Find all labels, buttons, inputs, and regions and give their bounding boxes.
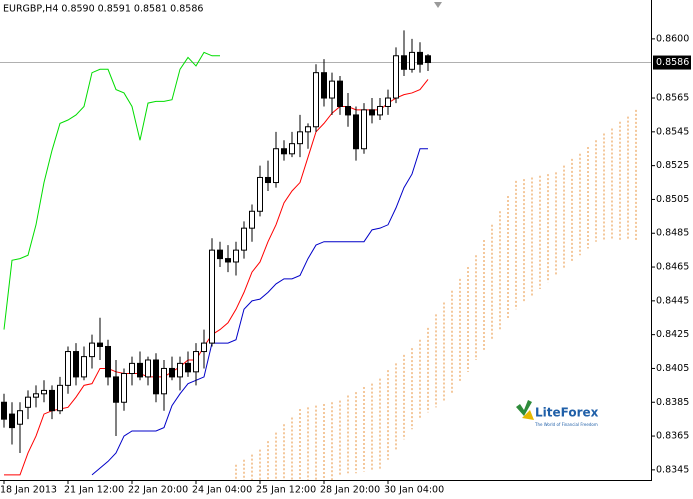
y-tick-label: 0.8485: [656, 228, 689, 239]
candle-body: [129, 362, 135, 375]
candle-body: [65, 351, 71, 386]
x-tick-label: 18 Jan 2013: [0, 485, 57, 496]
candle-body: [337, 80, 343, 107]
x-tick-label: 21 Jan 12:00: [64, 485, 124, 496]
indicator-line: [91, 148, 428, 476]
candle-body: [25, 396, 31, 408]
y-tick-label: 0.8385: [656, 397, 689, 408]
candle-body: [209, 249, 215, 344]
candle-body: [297, 131, 303, 145]
candle-body: [361, 109, 367, 150]
x-tick-label: 22 Jan 20:00: [128, 485, 188, 496]
candle-body: [97, 342, 103, 347]
candle-body: [73, 351, 79, 378]
candle-body: [113, 376, 119, 403]
current-price-box: [653, 55, 691, 70]
candle-body: [417, 51, 423, 65]
candle-body: [249, 210, 255, 229]
indicator-line: [4, 79, 429, 476]
candle-body: [257, 176, 263, 212]
candle-body: [161, 367, 167, 395]
candle-body: [89, 342, 95, 358]
candle-body: [41, 389, 47, 395]
indicator-line: [3, 51, 220, 330]
candle-body: [225, 258, 231, 263]
candle-body: [145, 359, 151, 378]
candle-body: [305, 126, 311, 133]
candle-body: [345, 105, 351, 116]
candle-body: [281, 148, 287, 155]
candle-body: [169, 367, 175, 378]
candle-body: [201, 342, 207, 353]
y-tick-label: 0.8545: [656, 126, 689, 137]
y-tick-label: 0.8505: [656, 194, 689, 205]
candle-body: [57, 384, 63, 412]
chart-title: EURGBP,H4 0.8590 0.8591 0.8581 0.8586: [3, 4, 203, 15]
logo: LiteForex The World of Financial Freedom: [516, 400, 599, 427]
candle-body: [49, 389, 55, 412]
y-tick-label: 0.8445: [656, 295, 689, 306]
candle-body: [313, 72, 319, 128]
candle-body: [425, 55, 431, 64]
candle-body: [9, 413, 15, 429]
candle-body: [233, 249, 239, 263]
candle-body: [105, 345, 111, 378]
logo-text: LiteForex: [535, 406, 599, 420]
candle-body: [393, 55, 399, 99]
candle-body: [121, 373, 127, 403]
candle-body: [377, 105, 383, 116]
candle-body: [353, 114, 359, 150]
logo-icon: [522, 410, 534, 420]
chart-shift-marker: [434, 2, 442, 8]
x-tick-label: 30 Jan 04:00: [384, 485, 444, 496]
y-tick-label: 0.8365: [656, 431, 689, 442]
x-tick-label: 24 Jan 04:00: [192, 485, 252, 496]
logo-icon: [516, 400, 532, 416]
candle-body: [289, 143, 295, 155]
plot-area: [0, 30, 651, 480]
y-tick-label: 0.8425: [656, 329, 689, 340]
candle-body: [241, 227, 247, 251]
candle-body: [17, 410, 23, 425]
x-tick-label: 28 Jan 20:00: [320, 485, 380, 496]
candle-body: [369, 109, 375, 116]
candle-body: [385, 97, 391, 107]
candle-body: [33, 393, 39, 398]
y-tick-label: 0.8405: [656, 363, 689, 374]
logo-tagline: The World of Financial Freedom: [534, 422, 598, 427]
candle-body: [81, 356, 87, 378]
candle-body: [193, 351, 199, 373]
candle-body: [153, 359, 159, 395]
x-tick-label: 25 Jan 12:00: [256, 485, 316, 496]
candle-body: [1, 401, 7, 420]
y-tick-label: 0.8345: [656, 464, 689, 475]
candle-body: [265, 176, 271, 184]
y-tick-label: 0.8525: [656, 160, 689, 171]
y-tick-label: 0.8565: [656, 93, 689, 104]
candle-body: [401, 55, 407, 70]
candle-body: [137, 362, 143, 378]
candle-body: [273, 148, 279, 184]
y-tick-label: 0.8465: [656, 262, 689, 273]
candle-body: [177, 362, 183, 378]
current-price-label: 0.8586: [656, 57, 689, 68]
candle-body: [185, 362, 191, 373]
candle-body: [409, 51, 415, 70]
y-tick-label: 0.8600: [656, 33, 689, 44]
candle-body: [321, 72, 327, 99]
candle-body: [217, 249, 223, 260]
candle-body: [329, 80, 335, 99]
